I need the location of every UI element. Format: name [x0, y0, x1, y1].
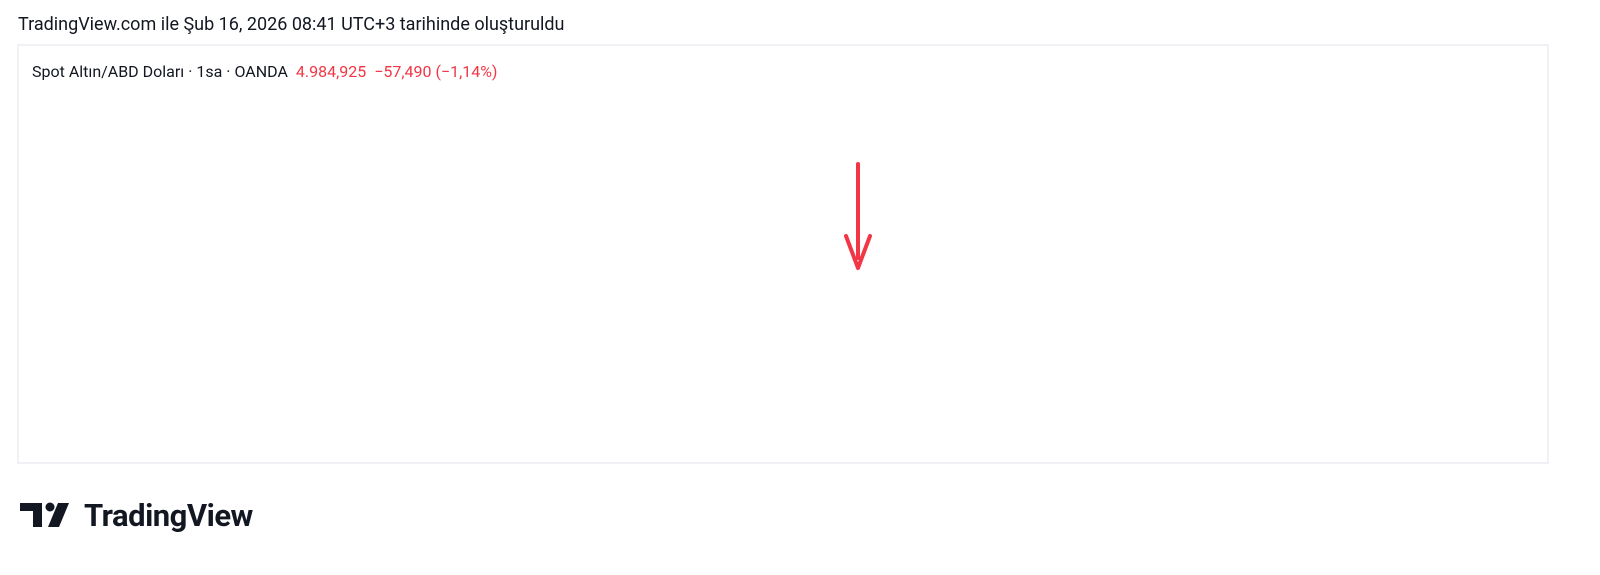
chart-frame — [17, 44, 1549, 464]
brand: TradingView — [84, 497, 253, 534]
arrow-annotation — [844, 162, 872, 270]
change: −57,490 (−1,14%) — [374, 62, 498, 81]
last-price: 4.984,925 — [295, 62, 367, 81]
legend: Spot Altın/ABD Doları · 1sa · OANDA 4.984… — [32, 62, 497, 81]
symbol: Spot Altın/ABD Doları · 1sa · OANDA — [32, 62, 288, 81]
logo — [20, 502, 69, 527]
caption: TradingView.com ile Şub 16, 2026 08:41 U… — [18, 14, 565, 35]
